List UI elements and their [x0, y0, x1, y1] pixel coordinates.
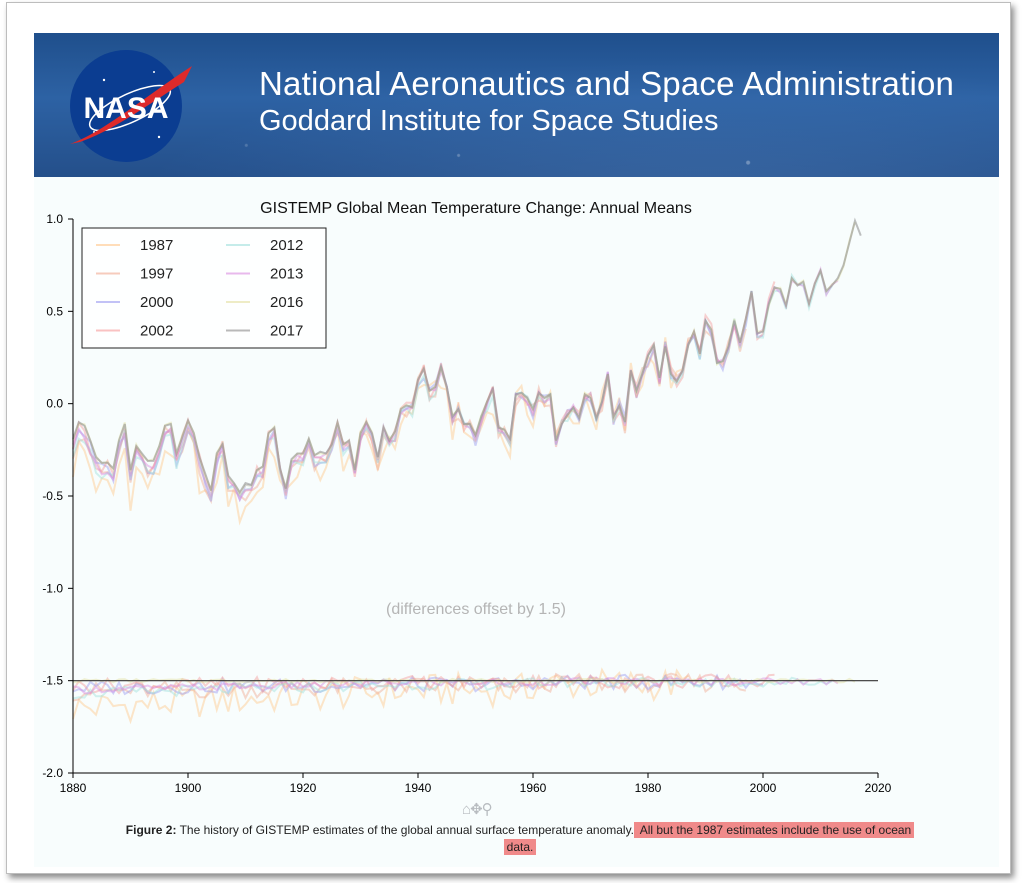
legend-label-2012: 2012	[270, 237, 303, 254]
legend-label-1987: 1987	[140, 237, 173, 254]
home-icon[interactable]: ⌂	[462, 801, 471, 818]
offset-annotation: (differences offset by 1.5)	[386, 601, 566, 618]
x-tick-label: 1880	[60, 781, 87, 795]
nasa-logo: NASA	[70, 50, 192, 162]
x-tick-label: 1960	[520, 781, 547, 795]
chart-legend: 1987 1997 2000 2002 2012 2013 2016 2017	[81, 227, 327, 349]
x-tick-label: 2020	[865, 781, 892, 795]
series-lines	[72, 217, 862, 725]
nasa-giss-banner: NASA National Aeronautics and Space Admi…	[34, 33, 999, 177]
difference-line-2012	[72, 675, 833, 700]
x-tick-label: 1920	[290, 781, 317, 795]
x-tick-label: 1980	[635, 781, 662, 795]
series-line-2017	[72, 217, 862, 495]
difference-line-2000	[72, 673, 764, 696]
difference-line-2013	[72, 676, 839, 695]
zoom-icon[interactable]: ⚲	[481, 801, 493, 818]
caption-text: The history of GISTEMP estimates of the …	[176, 823, 635, 837]
legend-label-2013: 2013	[270, 266, 303, 283]
x-tick-label: 2000	[750, 781, 777, 795]
legend-label-2017: 2017	[270, 323, 303, 340]
series-line-2000	[72, 290, 764, 503]
pan-icon[interactable]: ✥	[470, 801, 483, 818]
banner-starfield	[34, 33, 999, 177]
y-tick-label: -1.5	[42, 674, 63, 688]
plot-toolbar: ⌂✥⚲	[462, 800, 493, 818]
caption-highlight-2: data.	[503, 839, 537, 855]
legend-label-1997: 1997	[140, 266, 173, 283]
y-tick-label: -0.5	[42, 489, 63, 503]
series-line-1987	[72, 337, 690, 526]
x-tick-label: 1940	[405, 781, 432, 795]
legend-label-2000: 2000	[140, 294, 173, 311]
difference-line-2002	[72, 673, 775, 695]
caption-highlight-1: All but the 1987 estimates include the u…	[634, 822, 915, 838]
y-tick-label: 1.0	[46, 212, 63, 226]
difference-line-1987	[72, 667, 689, 725]
logo-wordmark: NASA	[83, 92, 168, 125]
chart-title: GISTEMP Global Mean Temperature Change: …	[260, 200, 692, 217]
y-tick-label: -1.0	[42, 581, 63, 595]
legend-label-2002: 2002	[140, 323, 173, 340]
y-tick-label: 0.0	[46, 397, 63, 411]
y-tick-label: -2.0	[42, 766, 63, 780]
agency-title: National Aeronautics and Space Administr…	[259, 65, 955, 102]
chart-axes: -2.0 -1.5 -1.0 -0.5 0.0 0.5 1.0 1880 1900 1920 194…	[42, 212, 891, 795]
figure-caption: Figure 2: The history of GISTEMP estimat…	[40, 822, 1000, 856]
x-tick-label: 1900	[175, 781, 202, 795]
caption-label: Figure 2:	[125, 823, 177, 837]
legend-box	[81, 227, 327, 349]
difference-line-1997	[72, 672, 746, 702]
difference-line-2016	[73, 677, 856, 684]
legend-label-2016: 2016	[270, 294, 303, 311]
institute-subtitle: Goddard Institute for Space Studies	[259, 105, 719, 137]
y-tick-label: 0.5	[46, 304, 63, 318]
